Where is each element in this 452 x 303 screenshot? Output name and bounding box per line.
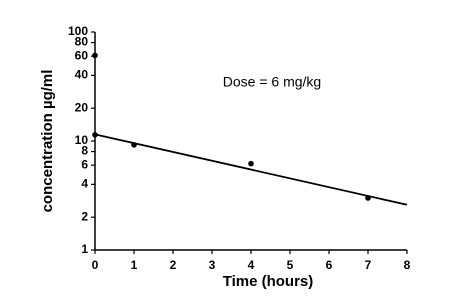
y-tick-label: 60 (75, 48, 89, 62)
y-tick-label: 100 (68, 24, 88, 38)
x-tick-label: 1 (131, 258, 138, 272)
y-tick-label: 8 (81, 144, 88, 158)
y-tick-label: 10 (75, 133, 89, 147)
fit-line (94, 133, 408, 206)
y-tick-label: 2 (81, 209, 88, 223)
x-tick-label: 4 (248, 258, 255, 272)
x-tick-label: 0 (92, 258, 99, 272)
y-tick-label: 6 (81, 157, 88, 171)
x-tick-label: 2 (170, 258, 177, 272)
y-tick-label: 1 (81, 242, 88, 256)
annotation: Dose = 6 mg/kg (223, 74, 321, 90)
y-tick-label: 20 (75, 100, 89, 114)
x-axis-label: Time (hours) (223, 273, 314, 290)
y-axis-label: concentration µg/ml (39, 70, 56, 213)
x-tick-label: 3 (209, 258, 216, 272)
x-tick-label: 5 (287, 258, 294, 272)
x-tick-label: 6 (326, 258, 333, 272)
data-point (248, 160, 254, 167)
y-tick-label: 4 (81, 177, 88, 191)
data-point (92, 52, 98, 59)
x-tick-label: 7 (365, 258, 372, 272)
y-tick-label: 40 (75, 68, 89, 82)
y-tick-label: 80 (75, 35, 89, 49)
x-tick-label: 8 (404, 258, 411, 272)
